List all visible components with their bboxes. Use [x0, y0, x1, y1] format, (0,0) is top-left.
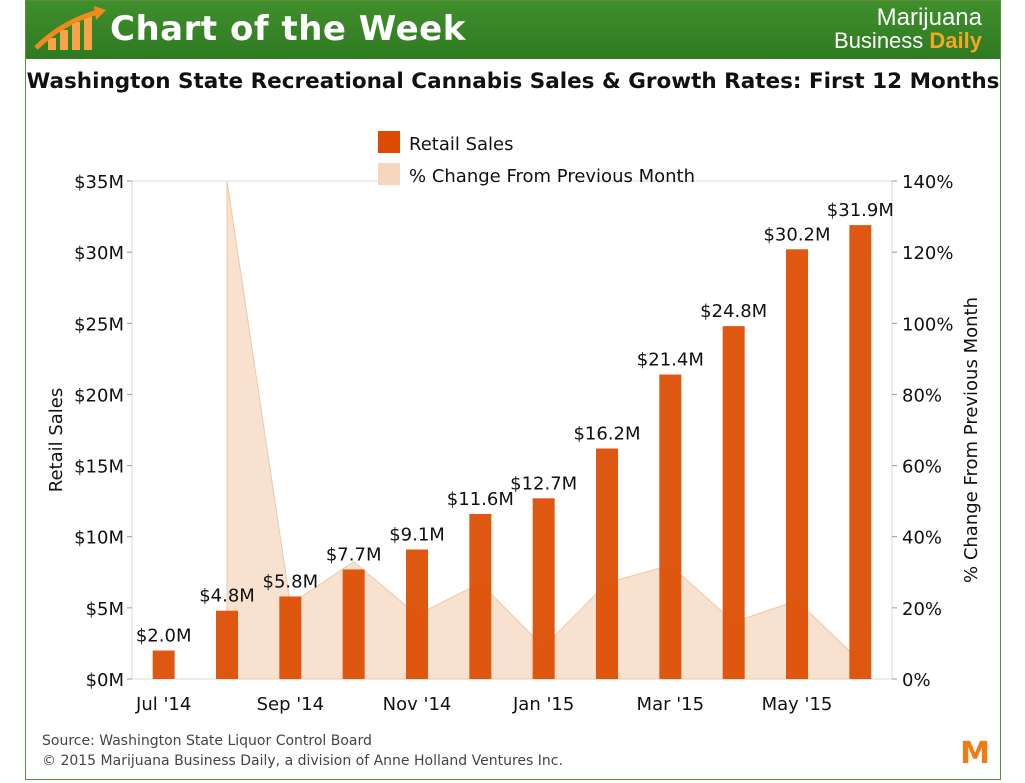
y2-tick-label: 120% [902, 243, 953, 264]
source-note: Source: Washington State Liquor Control … [42, 731, 563, 771]
y-tick-label: $25M [74, 314, 124, 335]
y-tick-label: $0M [86, 670, 124, 691]
logo-daily-text: Daily [929, 28, 982, 53]
bar-value-label: $4.8M [199, 586, 255, 607]
legend: Retail Sales % Change From Previous Month [378, 131, 695, 187]
x-tick-label: Jul '14 [135, 694, 191, 715]
bar-value-label: $30.2M [763, 224, 830, 245]
banner: Chart of the Week Marijuana Business Dai… [26, 1, 1000, 59]
sales-bar [342, 569, 365, 679]
growth-chart-icon [34, 6, 106, 50]
sales-bar [152, 650, 175, 679]
banner-title: Chart of the Week [110, 9, 466, 49]
sales-bar [469, 513, 492, 679]
y-tick-label: $5M [86, 599, 124, 620]
bar-value-label: $11.6M [447, 489, 514, 510]
legend-label-sales: Retail Sales [409, 134, 514, 155]
y2-tick-label: 0% [902, 670, 931, 691]
y2-tick-label: 20% [902, 599, 942, 620]
x-tick-label: Sep '14 [257, 694, 325, 715]
legend-swatch-pct [378, 163, 400, 185]
chart-frame: Chart of the Week Marijuana Business Dai… [25, 0, 1001, 780]
legend-label-pct: % Change From Previous Month [409, 166, 695, 187]
sales-bar [279, 596, 302, 679]
sales-bar [532, 498, 555, 679]
y-tick-label: $30M [74, 243, 124, 264]
brand-mark-icon: M [960, 736, 990, 771]
y2-tick-label: 140% [902, 172, 953, 193]
legend-background [386, 131, 596, 183]
logo-line-1: Marijuana [876, 4, 982, 31]
y-tick-label: $10M [74, 528, 124, 549]
source-text: Source: Washington State Liquor Control … [42, 733, 372, 749]
bar-value-label: $5.8M [263, 571, 319, 592]
y2-tick-label: 60% [902, 457, 942, 478]
copyright-text: © 2015 Marijuana Business Daily, a divis… [42, 753, 563, 769]
y2-tick-label: 100% [902, 314, 953, 335]
x-tick-label: Jan '15 [512, 694, 574, 715]
sales-bar [786, 249, 808, 679]
bar-series [152, 225, 872, 679]
y2-tick-label: 40% [902, 528, 942, 549]
y-tick-label: $20M [74, 385, 124, 406]
logo-line-2: Business Daily [834, 29, 982, 53]
axes: $0M $5M $10M $15M $20M $25M $30M $35M 0% 20% 40% 60… [46, 172, 982, 715]
chart-title: Washington State Recreational Cannabis S… [26, 69, 1000, 94]
bar-value-label: $24.8M [700, 301, 767, 322]
pct-change-point [353, 561, 355, 563]
sales-bar [849, 225, 872, 679]
sales-bar [406, 549, 428, 679]
sales-bar [596, 448, 618, 679]
sales-bar [216, 610, 238, 679]
y2-axis-title: % Change From Previous Month [961, 297, 982, 583]
y-tick-label: $35M [74, 172, 124, 193]
x-tick-label: Mar '15 [637, 694, 705, 715]
y-axis-title: Retail Sales [46, 388, 67, 493]
bar-value-label: $2.0M [136, 626, 192, 647]
x-tick-label: Nov '14 [383, 694, 452, 715]
chart-svg: $0M $5M $10M $15M $20M $25M $30M $35M 0% 20% 40% 60… [46, 131, 982, 715]
bar-value-label: $9.1M [389, 525, 445, 546]
y2-tick-label: 80% [902, 385, 942, 406]
y-tick-label: $15M [74, 457, 124, 478]
bar-value-label: $12.7M [510, 473, 577, 494]
sales-bar [722, 326, 745, 679]
sales-bar [659, 374, 682, 679]
pct-change-point [226, 180, 228, 182]
bar-value-label: $21.4M [637, 350, 704, 371]
bar-value-label: $7.7M [326, 544, 382, 565]
logo-business-text: Business [834, 28, 930, 53]
bar-value-label: $16.2M [573, 423, 640, 444]
legend-swatch-sales [378, 131, 400, 153]
bar-value-label: $31.9M [827, 200, 894, 221]
data-labels: $2.0M $4.8M $5.8M $7.7M $9.1M$11.6M$12.7M $16… [136, 200, 894, 646]
x-tick-label: May '15 [762, 694, 833, 715]
